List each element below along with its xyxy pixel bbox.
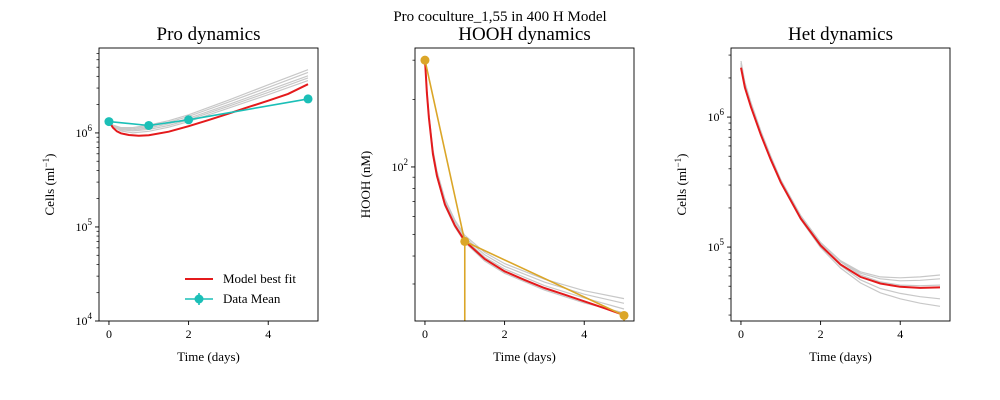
series-line-data-mean — [108, 98, 309, 127]
data-point — [420, 55, 430, 65]
x-tick-label: 0 — [738, 327, 744, 341]
x-tick-label: 2 — [502, 327, 508, 341]
series-line-model-best-fit — [108, 83, 309, 137]
x-tick-label: 2 — [186, 327, 192, 341]
x-tick-label: 0 — [422, 327, 428, 341]
x-tick-label: 2 — [818, 327, 824, 341]
ensemble-curve-4 — [740, 62, 941, 279]
x-tick-label: 0 — [106, 327, 112, 341]
y-tick-label: 105 — [76, 217, 93, 234]
y-tick-exponent: 4 — [88, 311, 93, 321]
legend: Model best fit Data Mean — [185, 271, 296, 306]
data-point — [184, 115, 194, 125]
plot-area — [740, 60, 941, 307]
y-label-base: Cells (ml — [674, 167, 689, 215]
y-tick-base: 10 — [76, 314, 88, 328]
ensemble-curve-0 — [424, 60, 625, 300]
panel-title: Pro dynamics — [157, 24, 261, 45]
panel-title: Het dynamics — [788, 24, 893, 45]
data-point — [303, 94, 313, 104]
x-axis-label: Time (days) — [493, 349, 556, 364]
data-point — [460, 236, 470, 246]
plot-area — [420, 55, 629, 321]
series-line-series-0 — [740, 67, 941, 289]
y-tick-base: 10 — [708, 240, 720, 254]
plot-area — [104, 69, 313, 137]
y-axis-label: HOOH (nM) — [358, 151, 373, 219]
y-axis-label: Cells (ml−1) — [673, 154, 689, 216]
y-tick-exponent: 2 — [404, 157, 409, 167]
figure-suptitle: Pro coculture_1,55 in 400 H Model — [393, 9, 606, 25]
y-tick-label: 104 — [76, 311, 93, 328]
legend-label: Model best fit — [223, 271, 296, 286]
ensemble-curve-3 — [740, 65, 941, 307]
panel-title: HOOH dynamics — [458, 24, 590, 45]
ensemble-curve-3 — [424, 60, 625, 304]
axes-frame — [414, 47, 635, 322]
ensemble-curve-3 — [108, 69, 309, 129]
legend-label: Data Mean — [223, 291, 281, 306]
axes-frame — [98, 47, 319, 322]
x-axis-label: Time (days) — [809, 349, 872, 364]
y-label-exponent: −1 — [41, 158, 51, 168]
y-tick-label: 106 — [708, 107, 725, 124]
y-tick-exponent: 5 — [720, 237, 725, 247]
data-point — [144, 120, 154, 130]
x-tick-label: 4 — [581, 327, 587, 341]
series-line-series-0 — [424, 60, 625, 316]
data-point — [619, 310, 629, 320]
x-tick-label: 4 — [897, 327, 903, 341]
y-tick-base: 10 — [392, 160, 404, 174]
y-tick-label: 102 — [392, 157, 409, 174]
ensemble-curve-2 — [424, 60, 625, 314]
y-tick-base: 10 — [708, 110, 720, 124]
y-tick-base: 10 — [76, 220, 88, 234]
legend-swatch-marker — [194, 294, 204, 304]
y-tick-label: 105 — [708, 237, 725, 254]
y-label-base: Cells (ml — [42, 167, 57, 215]
y-tick-exponent: 5 — [88, 217, 93, 227]
y-tick-label: 106 — [76, 123, 93, 140]
y-axis-label: Cells (ml−1) — [41, 154, 57, 216]
x-tick-label: 4 — [265, 327, 271, 341]
y-tick-exponent: 6 — [720, 107, 725, 117]
y-label-exponent: −1 — [673, 158, 683, 168]
ensemble-curve-4 — [108, 77, 309, 132]
ensemble-curve-1 — [740, 62, 941, 282]
y-tick-base: 10 — [76, 126, 88, 140]
ensemble-curve-0 — [108, 80, 309, 134]
y-label-end: ) — [674, 154, 689, 158]
y-tick-exponent: 6 — [88, 123, 93, 133]
axes-frame — [730, 47, 951, 322]
x-axis-label: Time (days) — [177, 349, 240, 364]
ensemble-curve-0 — [740, 60, 941, 287]
data-point — [104, 117, 114, 127]
y-label-end: ) — [42, 154, 57, 158]
